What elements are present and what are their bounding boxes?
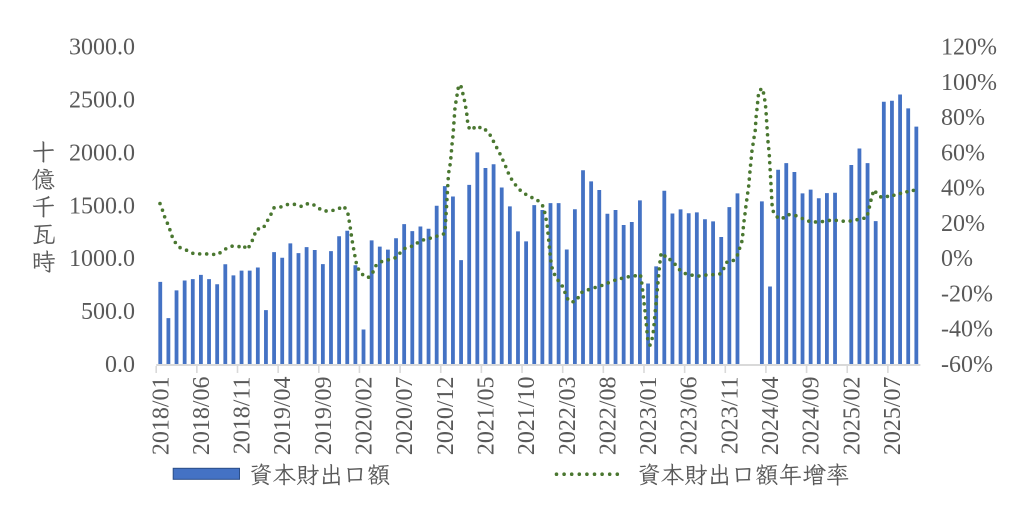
svg-text:80%: 80%	[941, 105, 985, 131]
svg-text:2024/09: 2024/09	[799, 377, 825, 456]
svg-text:2020/12: 2020/12	[433, 377, 459, 456]
svg-text:0.0: 0.0	[105, 352, 135, 378]
svg-text:2019/09: 2019/09	[311, 377, 337, 456]
svg-text:2024/04: 2024/04	[758, 377, 784, 456]
svg-text:2021/05: 2021/05	[474, 377, 500, 456]
svg-text:1500.0: 1500.0	[69, 193, 135, 219]
svg-text:40%: 40%	[941, 176, 985, 202]
svg-text:-20%: -20%	[941, 282, 993, 308]
svg-text:2025/02: 2025/02	[839, 377, 865, 456]
svg-text:2023/11: 2023/11	[717, 377, 743, 455]
svg-text:2023/01: 2023/01	[636, 377, 662, 456]
svg-text:3000.0: 3000.0	[69, 35, 135, 61]
svg-text:2023/06: 2023/06	[677, 377, 703, 456]
svg-text:100%: 100%	[941, 70, 997, 96]
svg-text:2022/03: 2022/03	[555, 377, 581, 456]
svg-text:2022/08: 2022/08	[595, 377, 621, 456]
svg-text:2019/04: 2019/04	[270, 377, 296, 456]
svg-text:2018/06: 2018/06	[189, 377, 215, 456]
svg-text:500.0: 500.0	[81, 299, 135, 325]
svg-text:2500.0: 2500.0	[69, 87, 135, 113]
svg-text:20%: 20%	[941, 211, 985, 237]
svg-text:120%: 120%	[941, 35, 997, 61]
svg-text:-40%: -40%	[941, 317, 993, 343]
svg-text:2018/01: 2018/01	[148, 377, 174, 456]
svg-text:0%: 0%	[941, 246, 973, 272]
svg-text:2018/11: 2018/11	[230, 377, 256, 455]
svg-text:2025/07: 2025/07	[880, 377, 906, 456]
svg-text:-60%: -60%	[941, 352, 993, 378]
svg-text:60%: 60%	[941, 140, 985, 166]
svg-text:2021/10: 2021/10	[514, 377, 540, 456]
svg-text:2000.0: 2000.0	[69, 140, 135, 166]
svg-text:2020/02: 2020/02	[352, 377, 378, 456]
svg-text:1000.0: 1000.0	[69, 246, 135, 272]
svg-text:2020/07: 2020/07	[392, 377, 418, 456]
